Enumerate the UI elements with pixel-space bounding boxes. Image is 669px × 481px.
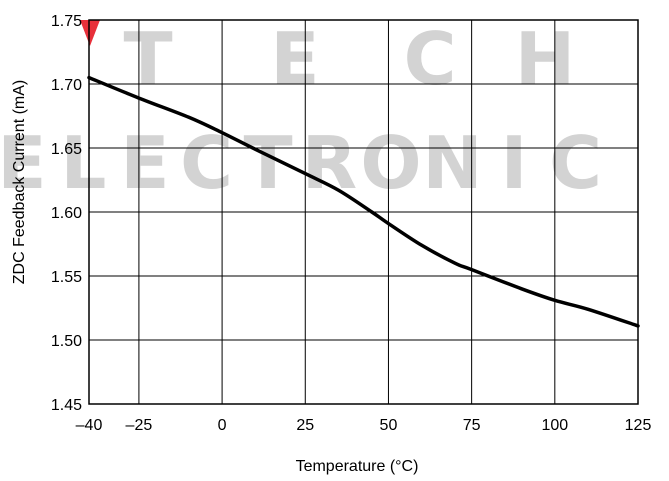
y-tick-label: 1.45 bbox=[51, 397, 82, 414]
watermark-letter: R bbox=[302, 121, 357, 205]
watermark-letter: C bbox=[404, 17, 457, 101]
watermark-letter: N bbox=[422, 121, 482, 205]
watermark-letter: T bbox=[123, 17, 172, 101]
series-group bbox=[87, 75, 640, 328]
plot-frame bbox=[88, 19, 639, 405]
tick-labels: –40 –25 0 25 50 75 100 125 1.45 1.50 1.55 1.60 1.65 1… bbox=[51, 13, 652, 434]
y-tick-label: 1.55 bbox=[51, 269, 82, 286]
watermark-letter: L bbox=[61, 121, 107, 205]
x-tick-label: 25 bbox=[296, 417, 314, 434]
y-tick-label: 1.75 bbox=[51, 13, 82, 30]
plot-border bbox=[88, 19, 639, 405]
x-tick-label: 75 bbox=[463, 417, 481, 434]
x-tick-label: 100 bbox=[541, 417, 568, 434]
x-axis-label: Temperature (°C) bbox=[296, 458, 419, 475]
watermark-letter: E bbox=[270, 17, 319, 101]
y-axis-label: ZDC Feedback Current (mA) bbox=[11, 80, 28, 285]
watermark-accent bbox=[80, 20, 100, 46]
x-tick-label: –40 bbox=[76, 417, 103, 434]
y-tick-label: 1.50 bbox=[51, 333, 82, 350]
x-tick-label: 125 bbox=[625, 417, 652, 434]
watermark-letter: O bbox=[360, 121, 421, 205]
watermark: T E C HE L E C T R O N I C bbox=[0, 17, 602, 205]
watermark-letter: E bbox=[120, 121, 169, 205]
x-tick-label: 50 bbox=[380, 417, 398, 434]
x-tick-label: –25 bbox=[126, 417, 153, 434]
y-tick-label: 1.60 bbox=[51, 205, 82, 222]
watermark-letter: C bbox=[549, 121, 602, 205]
x-tick-label: 0 bbox=[218, 417, 227, 434]
watermark-letter: I bbox=[501, 121, 528, 205]
watermark-letter: E bbox=[0, 121, 47, 205]
y-tick-label: 1.65 bbox=[51, 141, 82, 158]
series-line bbox=[87, 75, 640, 328]
watermark-letter: H bbox=[515, 17, 575, 101]
y-tick-label: 1.70 bbox=[51, 77, 82, 94]
